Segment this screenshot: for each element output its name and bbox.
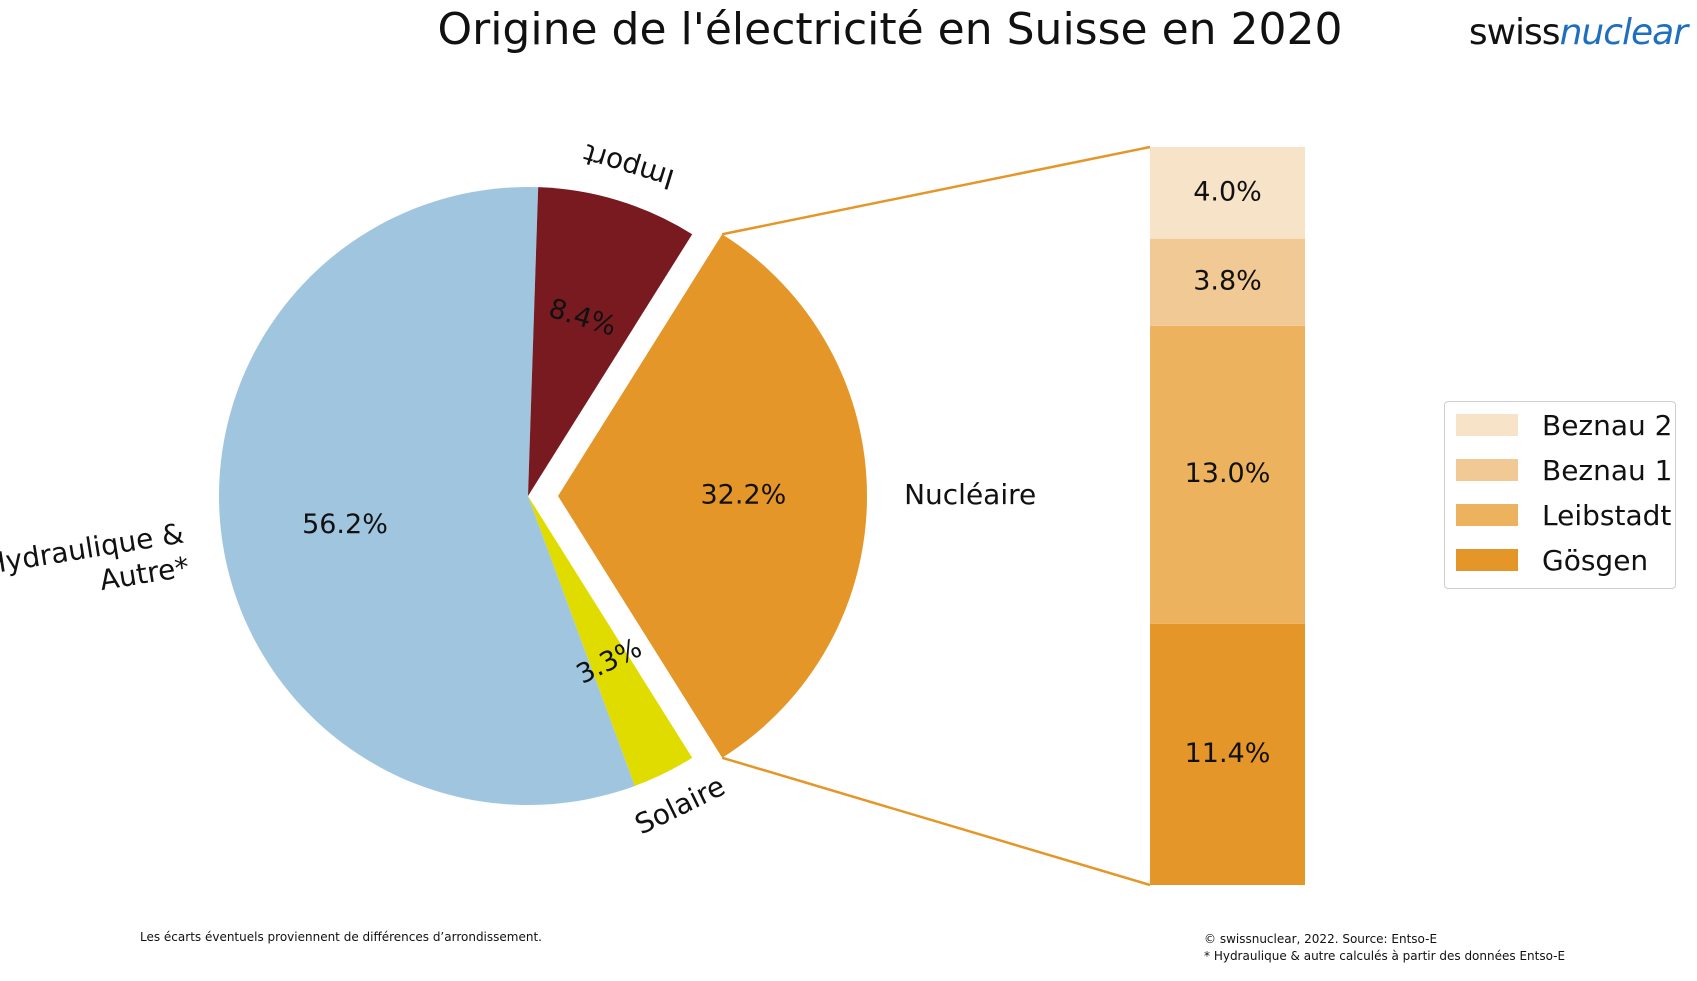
pie-category-label-nucleaire: Nucléaire: [904, 478, 1036, 511]
pie-slice-nucleaire: [558, 234, 867, 758]
bar-value-label-beznau-1: 3.8%: [1193, 266, 1262, 297]
connector-line-top: [721, 145, 1151, 236]
bar-segment-beznau-2: [1150, 147, 1305, 239]
legend-item-beznau-1: Beznau 1: [1456, 453, 1673, 487]
swissnuclear-logo: swissnuclear: [1468, 12, 1688, 53]
bar-segment-gosgen: [1150, 623, 1305, 885]
legend-swatch-beznau-1: [1456, 459, 1518, 481]
legend-swatch-beznau-2: [1456, 414, 1518, 436]
logo-text-nuclear: nuclear: [1559, 12, 1688, 53]
pie-value-label-nucleaire: 32.2%: [701, 480, 787, 511]
legend-item-beznau-2: Beznau 2: [1456, 408, 1673, 442]
pie-slice-hydraulique-autre: [219, 186, 635, 805]
pie-category-label-import: Import: [579, 137, 678, 196]
legend-swatch-leibstadt: [1456, 504, 1518, 526]
legend-label-leibstadt: Leibstadt: [1542, 498, 1672, 532]
legend: Beznau 2 Beznau 1 Leibstadt Gösgen: [1444, 401, 1676, 589]
legend-label-gosgen: Gösgen: [1542, 543, 1649, 577]
legend-item-leibstadt: Leibstadt: [1456, 498, 1671, 532]
bar-value-label-gosgen: 11.4%: [1185, 738, 1271, 769]
bar-value-label-leibstadt: 13.0%: [1185, 458, 1271, 489]
footnote-rounding: Les écarts éventuels proviennent de diff…: [140, 930, 542, 944]
legend-label-beznau-1: Beznau 1: [1542, 453, 1673, 487]
logo-text-swiss: swiss: [1468, 12, 1561, 53]
bar-segment-beznau-1: [1150, 238, 1305, 326]
legend-item-gosgen: Gösgen: [1456, 543, 1648, 577]
footnote-hydraulique: * Hydraulique & autre calculés à partir …: [1204, 949, 1566, 963]
pie-category-label-hydraulique-autre: Hydraulique &Autre*: [0, 517, 191, 615]
legend-swatch-gosgen: [1456, 549, 1518, 571]
pie-slice-import: [528, 187, 693, 496]
connector-line-bottom: [721, 756, 1151, 887]
chart-title: Origine de l'électricité en Suisse en 20…: [437, 4, 1343, 55]
footnote-copyright: © swissnuclear, 2022. Source: Entso-E: [1204, 932, 1438, 946]
pie-value-label-hydraulique-autre: 56.2%: [302, 509, 388, 540]
bar-value-label-beznau-2: 4.0%: [1193, 176, 1262, 207]
legend-label-beznau-2: Beznau 2: [1542, 408, 1673, 442]
pie-slice-solaire: [528, 496, 693, 786]
bar-segment-leibstadt: [1150, 325, 1305, 624]
